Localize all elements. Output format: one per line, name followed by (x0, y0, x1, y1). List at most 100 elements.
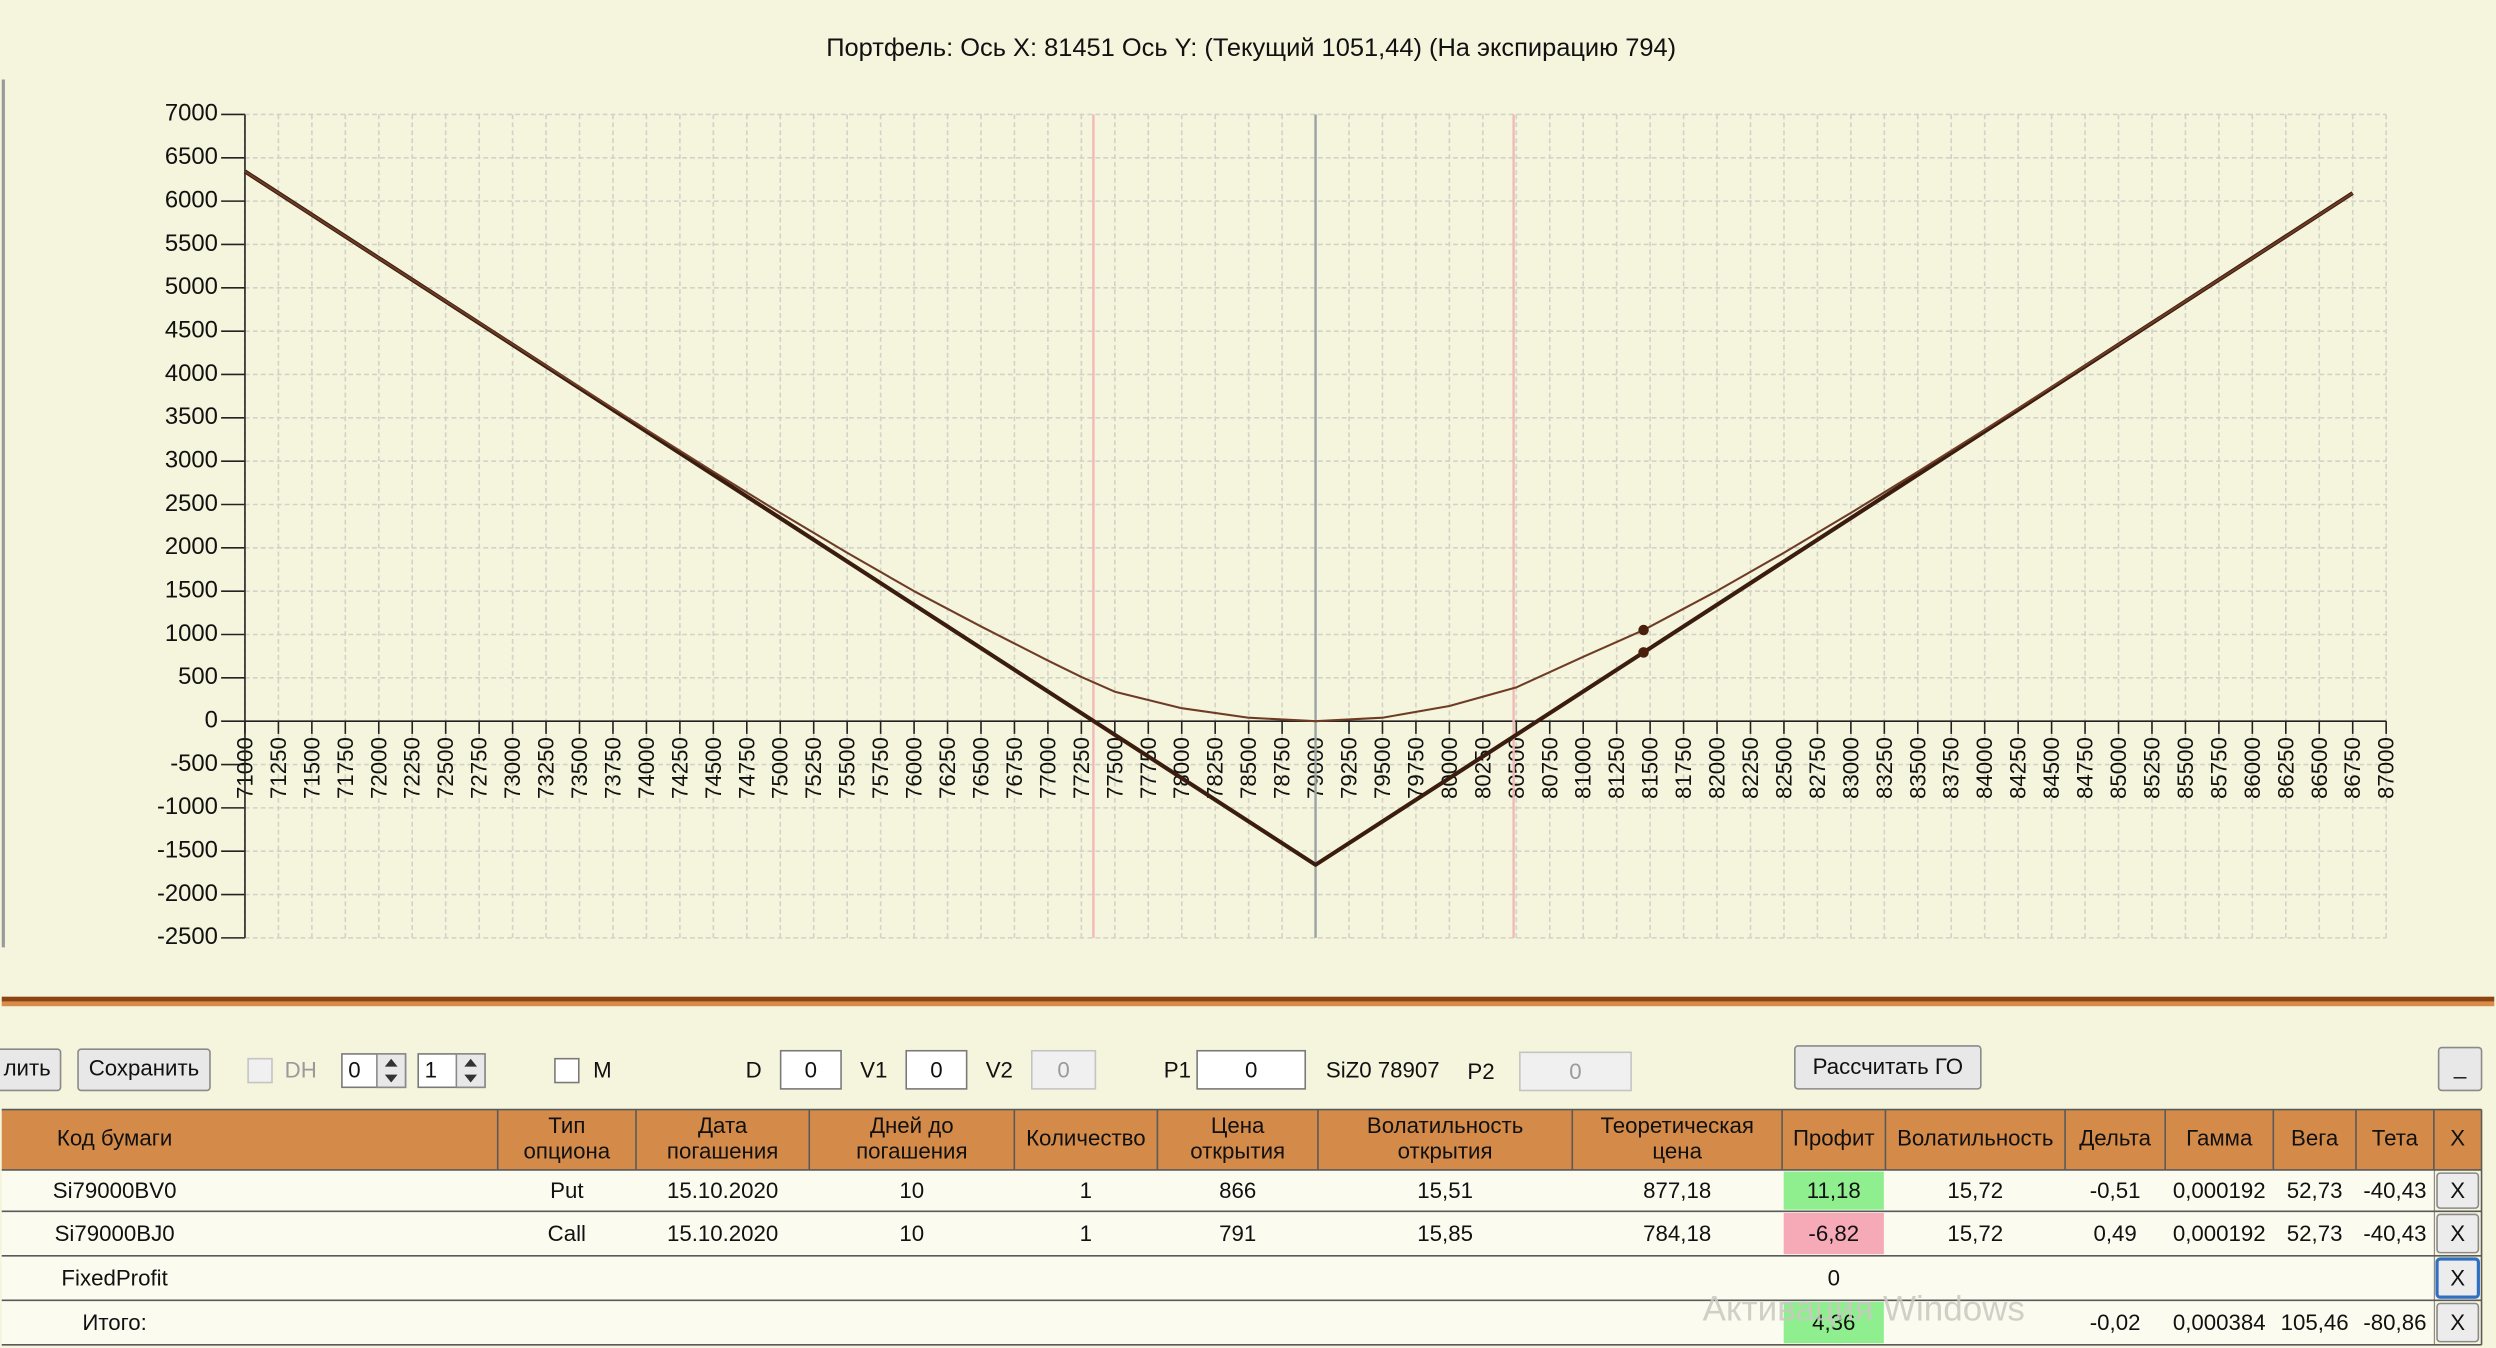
y-tick-label: 4500 (165, 316, 218, 343)
x-tick-label: 73000 (500, 737, 525, 799)
y-tick-label: 5000 (165, 273, 218, 300)
v1-value: 0 (930, 1057, 942, 1082)
cell: 10 (899, 1221, 924, 1246)
x-tick-label: 83500 (1905, 737, 1930, 799)
cell: -40,43 (2363, 1221, 2426, 1246)
remove-button[interactable] (2436, 1213, 2480, 1254)
calc-label: Рассчитать ГО (1813, 1054, 1963, 1079)
x-tick-label: 77500 (1102, 737, 1127, 799)
table-row (1, 1169, 2434, 1212)
column-header: Тип (548, 1113, 585, 1138)
cell: 0,000192 (2173, 1221, 2266, 1246)
x-tick-label: 74000 (634, 737, 659, 799)
column-header: открытия (1190, 1138, 1285, 1163)
x-tick-label: 77000 (1035, 737, 1060, 799)
column-header: Вега (2291, 1126, 2339, 1151)
v2-input[interactable] (1031, 1049, 1097, 1090)
x-tick-label: 83250 (1872, 737, 1897, 799)
calc-button[interactable] (1794, 1045, 1982, 1090)
profit-cell (1783, 1212, 1884, 1255)
remove-label: X (2450, 1266, 2465, 1291)
y-tick-label: 3000 (165, 446, 218, 473)
profit-cell (1783, 1171, 1884, 1210)
cell: Put (550, 1178, 584, 1203)
x-tick-label: 75000 (768, 737, 793, 799)
delete-button[interactable] (0, 1048, 62, 1092)
remove-button[interactable] (2436, 1172, 2480, 1209)
p2-value: 0 (1569, 1059, 1581, 1084)
x-tick-label: 72750 (467, 737, 492, 799)
remove-label: X (2450, 1310, 2465, 1335)
cell: 791 (1219, 1221, 1256, 1246)
column-header: Волатильность (1367, 1113, 1523, 1138)
minimize-button[interactable] (2437, 1046, 2483, 1092)
cell: 1 (1080, 1178, 1092, 1203)
x-tick-label: 87000 (2374, 737, 2399, 799)
column-header: Дней до (870, 1113, 954, 1138)
column-header: Дата (698, 1113, 748, 1138)
x-tick-label: 81250 (1604, 737, 1629, 799)
x-tick-label: 75500 (835, 737, 860, 799)
table-row (1, 1211, 2434, 1256)
x-tick-label: 78250 (1203, 737, 1228, 799)
m-checkbox[interactable] (554, 1057, 580, 1084)
save-button[interactable] (77, 1048, 211, 1092)
x-tick-label: 76000 (902, 737, 927, 799)
remove-button[interactable] (2435, 1257, 2480, 1299)
x-tick-label: 73500 (567, 737, 592, 799)
v2-label: V2 (986, 1057, 1013, 1082)
cell: 15,72 (1947, 1178, 2003, 1203)
remove-button[interactable] (2436, 1302, 2480, 1343)
spin2-value: 1 (425, 1057, 437, 1082)
column-header: Количество (1026, 1126, 1146, 1151)
x-tick-label: 79250 (1337, 737, 1362, 799)
p1-value: 0 (1245, 1057, 1257, 1082)
chart-title: Портфель: Ось X: 81451 Ось Y: (Текущий 1… (826, 34, 1676, 62)
x-tick-label: 80500 (1504, 737, 1529, 799)
x-tick-label: 84750 (2073, 737, 2098, 799)
delete-label: лить (4, 1056, 51, 1081)
x-tick-label: 71750 (333, 737, 358, 799)
cell: 15,51 (1417, 1178, 1473, 1203)
dh-checkbox[interactable] (247, 1057, 273, 1084)
y-tick-label: 1000 (165, 620, 218, 647)
x-tick-label: 84000 (1972, 737, 1997, 799)
column-header: Тета (2372, 1126, 2419, 1151)
v2-value: 0 (1057, 1057, 1069, 1082)
header-row (1, 1109, 2482, 1170)
cell: 52,73 (2287, 1221, 2343, 1246)
x-tick-label: 72500 (433, 737, 458, 799)
table-row (1, 1300, 2434, 1345)
x-tick-label: 78500 (1236, 737, 1261, 799)
y-tick-label: 3500 (165, 403, 218, 430)
point-marker (1638, 624, 1649, 636)
column-header: Гамма (2186, 1126, 2253, 1151)
x-tick-label: 85250 (2139, 737, 2164, 799)
d-input[interactable] (779, 1049, 842, 1090)
p2-input[interactable] (1519, 1051, 1632, 1092)
p1-label: P1 (1164, 1057, 1191, 1082)
table-row (1, 1255, 2434, 1301)
x-tick-label: 78750 (1270, 737, 1295, 799)
remove-label: X (2450, 1221, 2465, 1246)
d-value: 0 (805, 1057, 817, 1082)
series-line (244, 170, 2354, 723)
column-header: Волатильность (1897, 1126, 2053, 1151)
x-tick-label: 82250 (1738, 737, 1763, 799)
p1-input[interactable] (1196, 1049, 1307, 1090)
y-tick-label: 4000 (165, 360, 218, 387)
x-tick-label: 74750 (734, 737, 759, 799)
x-tick-label: 75250 (801, 737, 826, 799)
x-tick-label: 74250 (667, 737, 692, 799)
cell: 0,000384 (2173, 1310, 2266, 1335)
series-line (243, 169, 2354, 867)
v1-label: V1 (860, 1057, 887, 1082)
y-tick-label: 2500 (165, 490, 218, 517)
x-tick-label: 79500 (1370, 737, 1395, 799)
v1-input[interactable] (905, 1049, 968, 1090)
d-label: D (746, 1057, 762, 1082)
x-tick-label: 86000 (2240, 737, 2265, 799)
x-tick-label: 85500 (2173, 737, 2198, 799)
cell: -40,43 (2363, 1178, 2426, 1203)
x-tick-label: 77750 (1136, 737, 1161, 799)
